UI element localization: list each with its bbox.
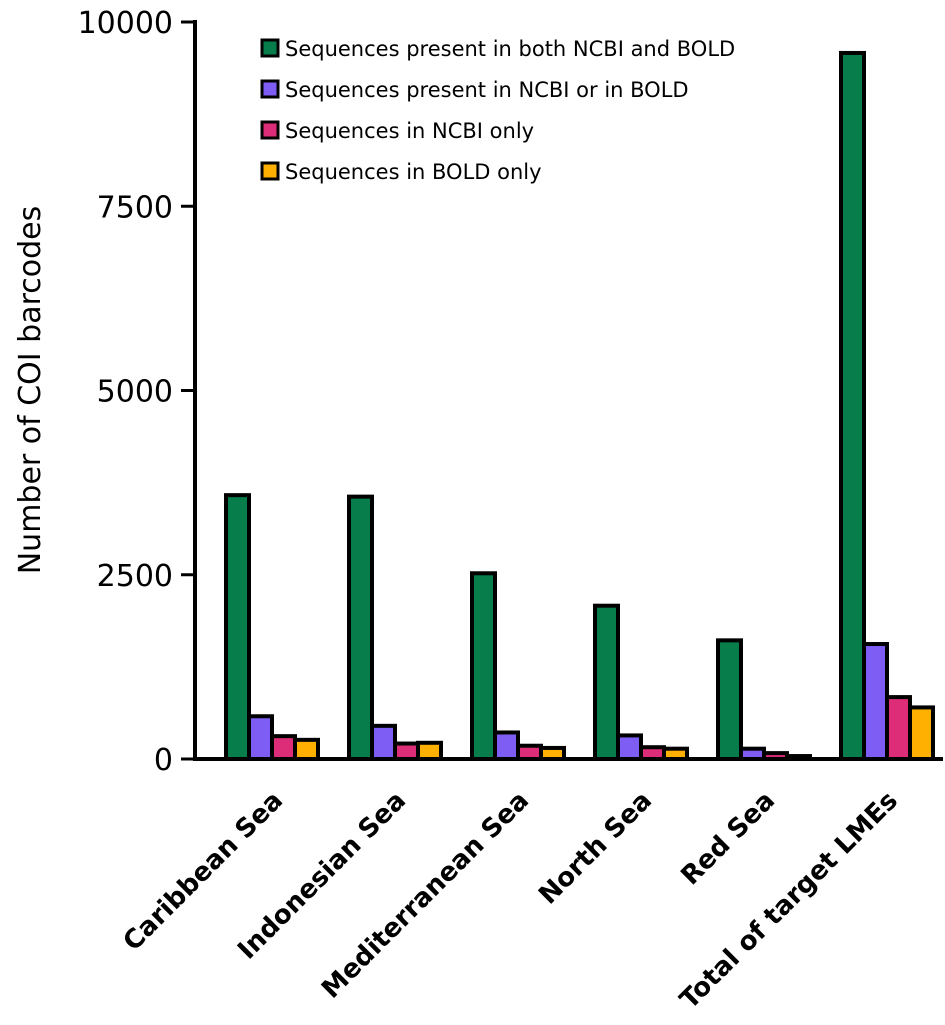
legend-swatch: [260, 120, 280, 140]
legend-label: Sequences in NCBI only: [285, 119, 534, 143]
bar: [839, 50, 866, 762]
y-tick-label: 5000: [97, 375, 173, 410]
bar-group: [347, 494, 443, 762]
legend-swatch: [260, 38, 280, 58]
y-tick-label: 0: [154, 743, 173, 778]
y-axis-label: Number of COI barcodes: [13, 206, 48, 575]
y-tick-label: 2500: [97, 559, 173, 594]
bar-group: [716, 638, 812, 762]
bar: [716, 638, 743, 762]
x-category-label: Mediterranean Sea: [316, 786, 535, 1005]
legend-swatch: [260, 79, 280, 99]
bar-group: [470, 571, 566, 762]
x-category-label: Total of target LMEs: [674, 786, 903, 1015]
bar: [470, 571, 497, 761]
bar: [370, 723, 397, 762]
bar: [908, 705, 935, 761]
y-tick-label: 7500: [97, 190, 173, 225]
legend-label: Sequences present in both NCBI and BOLD: [285, 37, 735, 61]
bar: [393, 741, 420, 762]
x-category-label: North Sea: [533, 786, 658, 911]
bar: [493, 730, 520, 762]
bar: [247, 714, 274, 762]
bar: [416, 740, 443, 762]
bar: [862, 642, 889, 762]
bar: [616, 733, 643, 762]
legend: Sequences present in both NCBI and BOLD S…: [260, 37, 735, 184]
legend-swatch: [260, 161, 280, 181]
bar-group: [839, 50, 935, 762]
bar: [224, 493, 251, 761]
legend-label: Sequences present in NCBI or in BOLD: [285, 78, 689, 102]
x-category-label: Red Sea: [675, 786, 781, 892]
y-tick-label: 10000: [78, 6, 173, 41]
bar: [270, 734, 297, 762]
bars-group: [224, 50, 935, 762]
bar-group: [224, 493, 320, 762]
bar: [347, 494, 374, 761]
bar: [885, 695, 912, 761]
bar: [293, 737, 320, 762]
bar: [593, 603, 620, 761]
bar-group: [593, 603, 689, 762]
y-ticks-group: 0 2500 5000 7500 10000: [78, 6, 195, 778]
legend-label: Sequences in BOLD only: [285, 160, 542, 184]
